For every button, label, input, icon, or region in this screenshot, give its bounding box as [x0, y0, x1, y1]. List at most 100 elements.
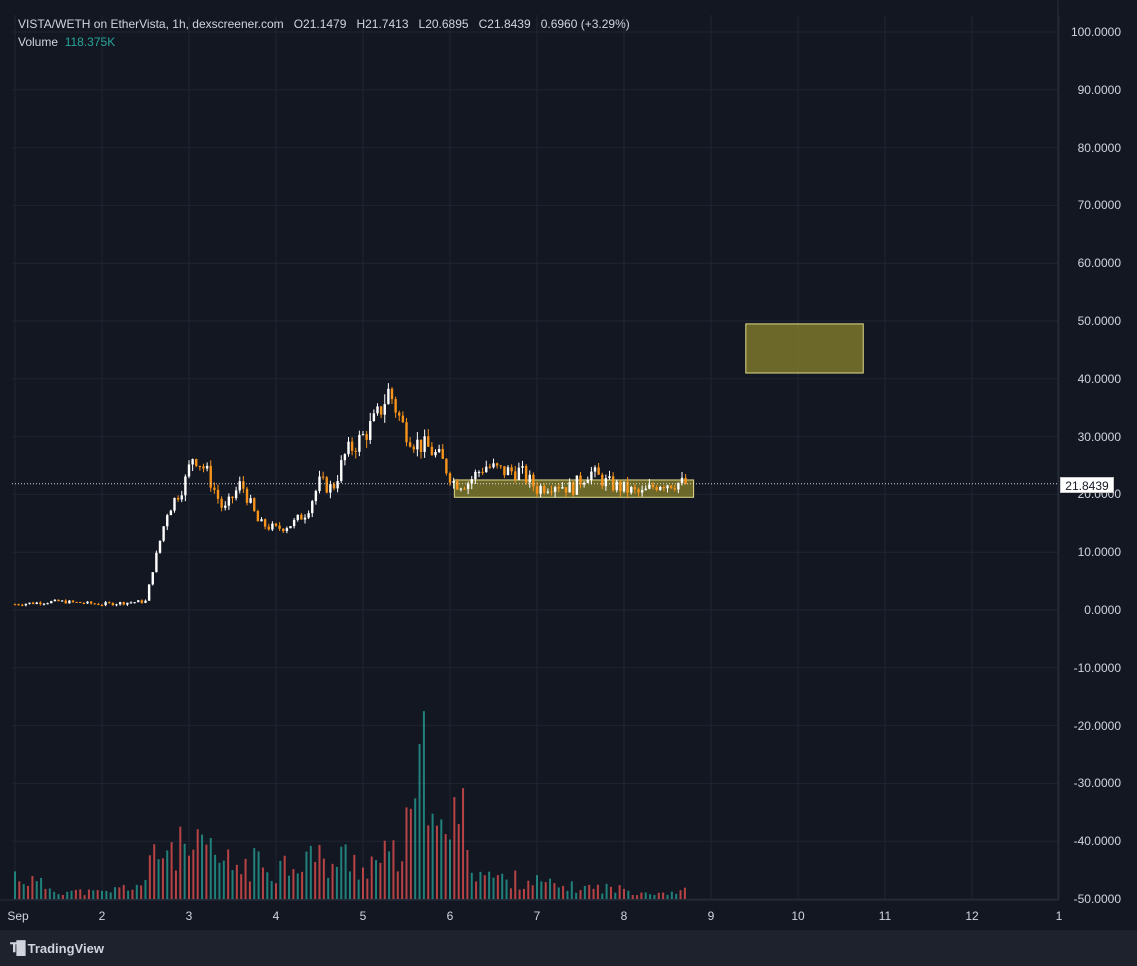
volume-bar	[549, 878, 552, 899]
volume-bar	[353, 854, 356, 899]
volume-bar	[657, 892, 660, 899]
volume-bar	[335, 866, 338, 899]
candle-body	[343, 454, 347, 461]
candle-body	[481, 471, 484, 473]
candle-body	[387, 388, 390, 405]
volume-bar	[83, 895, 86, 899]
price-tick-label: 0.0000	[1084, 603, 1121, 617]
candle-body	[108, 602, 111, 604]
volume-bar	[140, 885, 143, 899]
tradingview-logo[interactable]: 𝐓█ TradingView	[10, 940, 104, 956]
candle-body	[86, 601, 89, 604]
candle-body	[350, 441, 354, 451]
candle-body	[456, 481, 459, 490]
volume-bar	[362, 867, 364, 899]
candle-body	[499, 465, 502, 467]
time-tick-label: 6	[446, 909, 454, 923]
candle-body	[39, 602, 42, 605]
candle-body	[307, 513, 310, 518]
candle-body	[528, 474, 531, 483]
candle-body	[651, 484, 655, 488]
volume-bar	[453, 797, 456, 899]
chart-canvas[interactable]	[0, 0, 1137, 930]
volume-bar	[375, 860, 378, 899]
volume-bar	[631, 895, 634, 899]
candle-body	[191, 459, 194, 465]
candle-body	[220, 498, 223, 508]
candle-body	[82, 602, 86, 604]
price-tick-label: 40.0000	[1077, 371, 1121, 386]
price-tick-label: 30.0000	[1077, 429, 1121, 444]
volume-bar	[466, 850, 469, 899]
volume-bar	[314, 861, 317, 899]
candle-body	[662, 487, 666, 489]
candle-body	[325, 477, 328, 493]
price-tick-label: 10.0000	[1077, 545, 1121, 560]
volume-bar	[305, 851, 308, 899]
candle-body	[677, 482, 680, 490]
volume-bar	[270, 880, 273, 899]
candle-body	[423, 436, 426, 452]
candle-body	[187, 464, 191, 477]
volume-bar	[579, 890, 582, 899]
volume-bar	[540, 881, 543, 899]
volume-bar	[222, 860, 225, 899]
candle-body	[202, 466, 205, 469]
candle-body	[35, 602, 38, 604]
volume-bar	[609, 886, 612, 899]
candle-body	[684, 477, 687, 484]
volume-bar	[496, 875, 499, 899]
time-tick-label: 8	[620, 909, 628, 923]
candle-body	[314, 490, 318, 502]
volume-bar	[475, 881, 478, 899]
volume-bar	[266, 872, 269, 899]
volume-bar	[562, 885, 565, 899]
volume-bar	[174, 870, 177, 899]
candle-body	[430, 446, 434, 456]
volume-bar	[87, 889, 90, 899]
price-tick-label: 70.0000	[1077, 198, 1121, 213]
candle-body	[582, 482, 586, 485]
candle-body	[579, 475, 582, 485]
volume-value: 118.375K	[64, 35, 116, 49]
volume-bar	[275, 883, 277, 899]
open-value: 21.1479	[303, 17, 347, 31]
candle-body	[118, 602, 122, 605]
candle-body	[311, 501, 314, 514]
candle-body	[162, 526, 165, 541]
volume-bar	[101, 890, 103, 899]
candle-body	[659, 487, 662, 490]
volume-bar	[240, 874, 243, 899]
candle-body	[300, 514, 303, 520]
candle-body	[104, 602, 107, 606]
candle-body	[564, 487, 568, 493]
last-price-badge: 21.8439	[1060, 477, 1114, 493]
candle-body	[195, 459, 198, 466]
candle-body	[155, 552, 158, 573]
volume-bar	[383, 840, 386, 899]
volume-bar	[583, 885, 586, 899]
candle-body	[205, 465, 209, 469]
candle-body	[608, 476, 611, 479]
volume-bar	[105, 890, 108, 899]
candle-body	[227, 496, 231, 506]
candle-body	[492, 463, 495, 468]
volume-bar	[44, 888, 47, 899]
volume-bar	[309, 845, 312, 899]
volume-bar	[627, 890, 630, 899]
volume-bar	[188, 855, 190, 899]
candle-body	[539, 485, 542, 494]
candle-body	[550, 491, 553, 493]
candle-body	[53, 599, 57, 602]
volume-bar	[348, 871, 351, 899]
volume-bar	[366, 878, 369, 899]
candle-body	[655, 487, 658, 490]
volume-bar	[196, 829, 199, 899]
low-label: L	[418, 17, 426, 31]
candle-body	[572, 482, 575, 495]
candle-body	[358, 434, 361, 452]
volume-bar	[575, 892, 578, 899]
time-tick-label: 1	[1055, 909, 1063, 923]
candle-body	[176, 497, 180, 500]
